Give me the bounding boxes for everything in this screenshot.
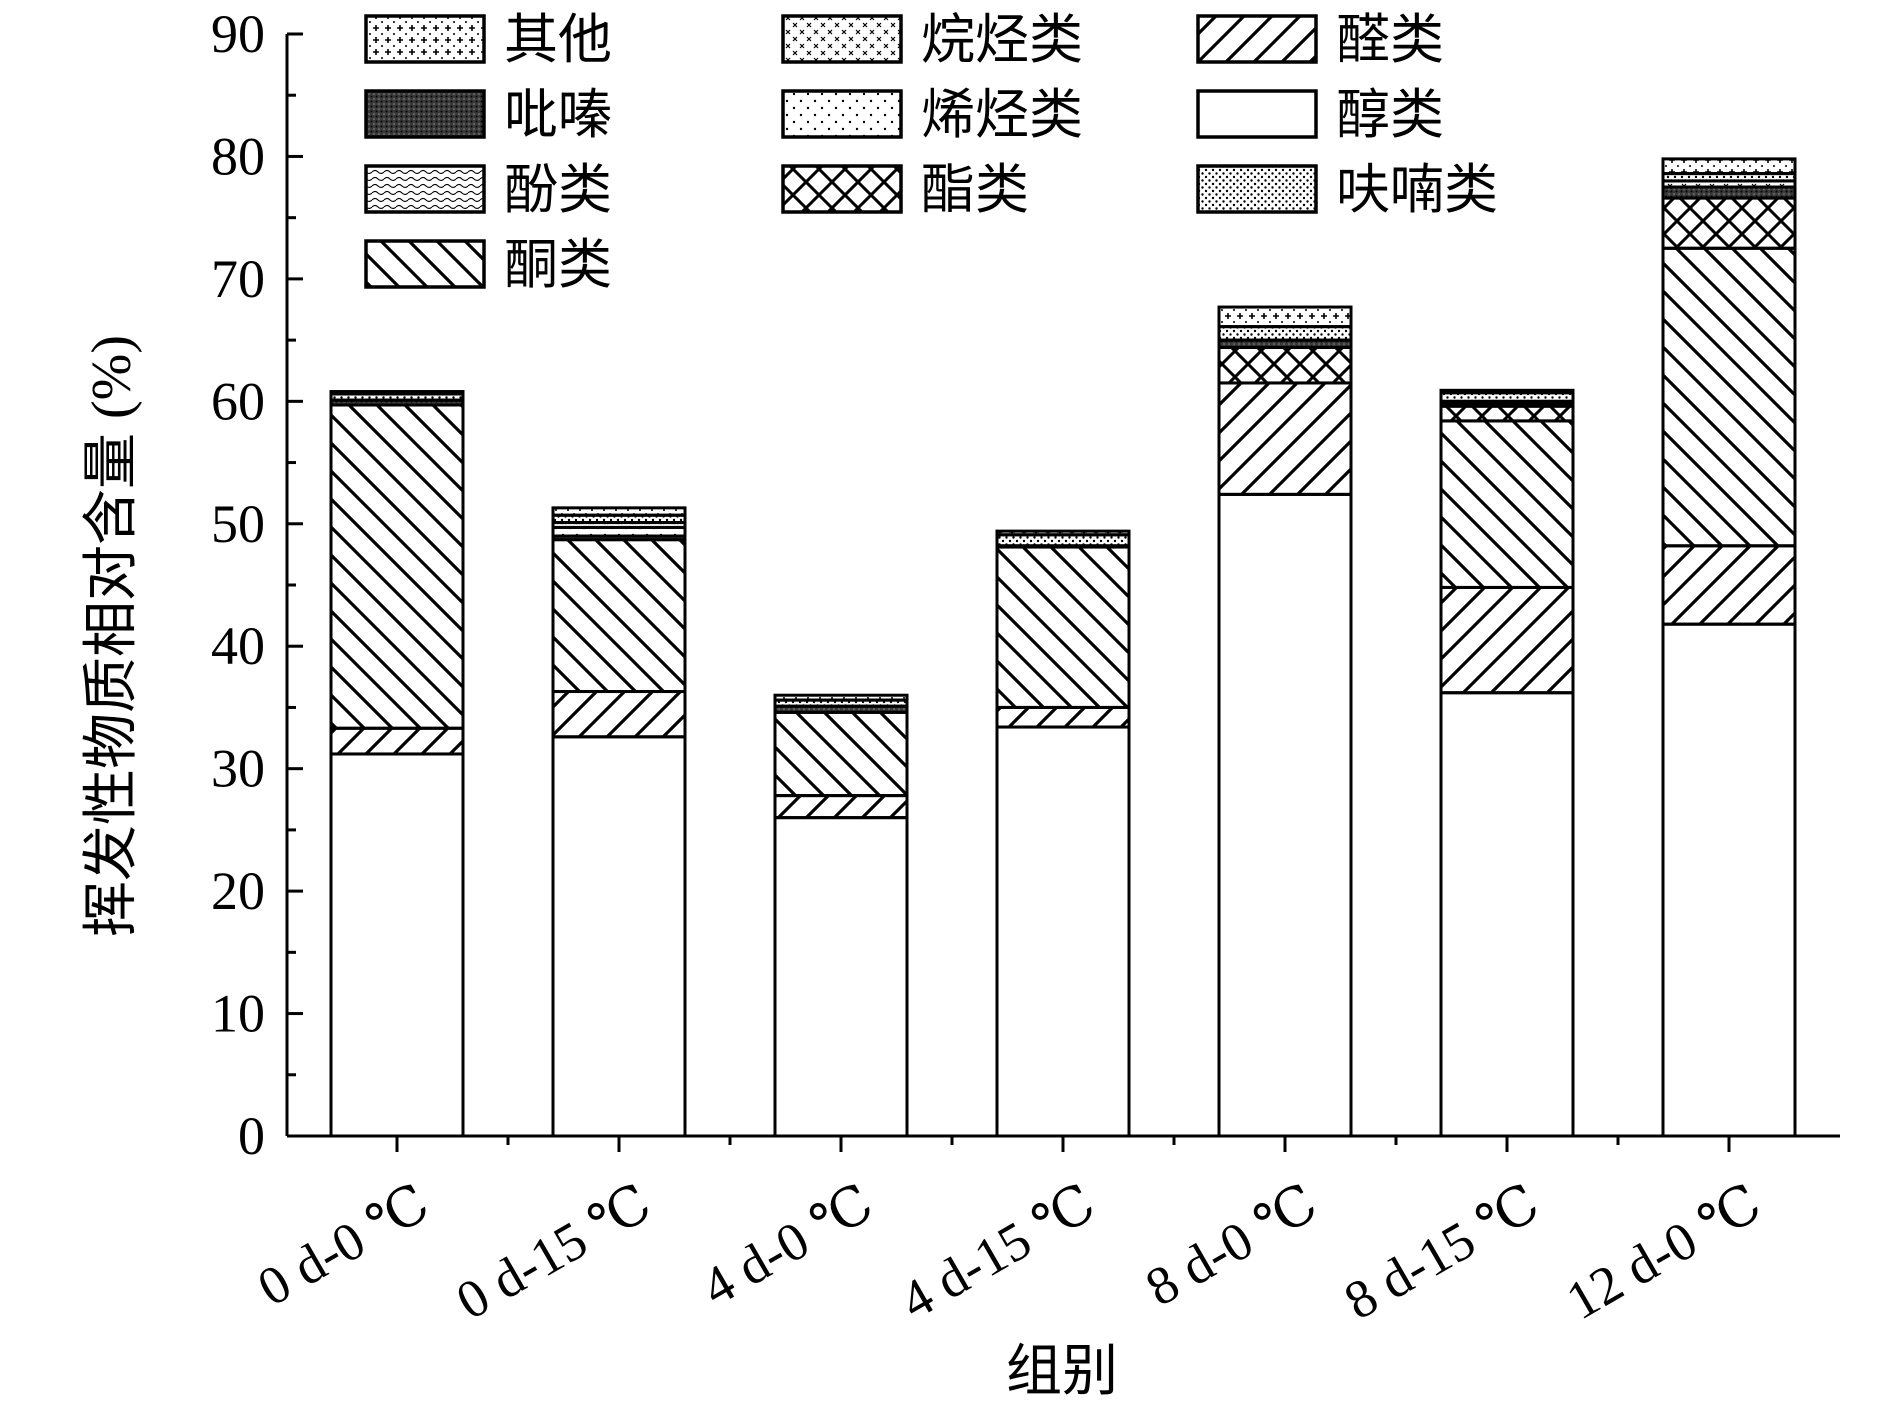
bar-segment	[1661, 544, 1797, 626]
y-tick-label: 0	[238, 1106, 265, 1166]
legend-label: 醇类	[1336, 85, 1444, 145]
bar-segment	[773, 710, 909, 798]
bar-segment	[995, 529, 1131, 537]
bars-layer	[329, 157, 1797, 1138]
bar-segment	[773, 693, 909, 702]
bar-segment	[1217, 305, 1353, 329]
bar-segment	[1661, 157, 1797, 176]
bar-segment	[995, 705, 1131, 729]
legend-label: 酯类	[921, 160, 1029, 220]
bar-segment	[329, 726, 465, 756]
bar-segment	[551, 506, 687, 517]
legend-swatch	[364, 14, 486, 64]
bar-segment	[1439, 388, 1575, 395]
y-tick-label: 60	[211, 371, 265, 431]
legend-label: 吡嗪	[504, 85, 612, 145]
legend-label: 酚类	[504, 160, 612, 220]
bar-segment	[329, 752, 465, 1138]
x-tick-label: 8 d-0 ℃	[1136, 1172, 1327, 1317]
bar-segment	[329, 390, 465, 396]
bar-segment	[1661, 246, 1797, 548]
bar-segment	[551, 538, 687, 694]
legend-swatch	[781, 164, 903, 214]
legend-swatch	[364, 239, 486, 289]
bar-segment	[773, 794, 909, 820]
bar-segment	[995, 533, 1131, 548]
bar-segment	[1661, 185, 1797, 200]
legend-label: 酮类	[504, 235, 612, 295]
x-tick-label: 0 d-15 ℃	[446, 1172, 661, 1331]
x-tick-label: 4 d-0 ℃	[692, 1172, 883, 1317]
bar-segment	[1217, 345, 1353, 385]
bar-segment	[329, 403, 465, 730]
bar-segment	[1217, 381, 1353, 496]
bar-segment	[1217, 325, 1353, 342]
legend-swatch	[1196, 14, 1318, 64]
legend-label: 呋喃类	[1336, 160, 1498, 220]
legend-swatch	[364, 89, 486, 139]
bar-segment	[551, 690, 687, 739]
bar-segment	[1439, 691, 1575, 1138]
y-tick-label: 50	[211, 494, 265, 554]
bar-segment	[1661, 196, 1797, 250]
bar-segment	[773, 816, 909, 1138]
legend-label: 烷烃类	[921, 10, 1083, 70]
x-tick-label: 0 d-0 ℃	[248, 1172, 439, 1317]
y-tick-label: 90	[211, 4, 265, 64]
bar-segment	[995, 545, 1131, 709]
x-tick-label: 4 d-15 ℃	[890, 1172, 1105, 1331]
bar-segment	[995, 725, 1131, 1138]
legend-swatch	[364, 164, 486, 214]
y-tick-label: 70	[211, 249, 265, 309]
x-axis-title: 组别	[1006, 1341, 1118, 1403]
legend-label: 其他	[504, 10, 612, 70]
x-tick-label: 8 d-15 ℃	[1334, 1172, 1549, 1331]
y-tick-label: 20	[211, 861, 265, 921]
bar-segment	[551, 735, 687, 1138]
y-axis-title: 挥发性物质相对含量 (%)	[81, 335, 143, 937]
legend-swatch	[781, 14, 903, 64]
bar-segment	[1439, 585, 1575, 695]
legend-swatch	[1196, 164, 1318, 214]
legend-swatch	[1196, 89, 1318, 139]
bar-segment	[1439, 404, 1575, 423]
bar-segment	[1217, 492, 1353, 1138]
bar-segment	[1661, 622, 1797, 1138]
bar-segment	[1439, 419, 1575, 589]
legend-swatch	[781, 89, 903, 139]
x-tick-label: 12 d-0 ℃	[1556, 1172, 1771, 1331]
y-tick-label: 10	[211, 984, 265, 1044]
y-tick-label: 40	[211, 616, 265, 676]
legend-label: 醛类	[1336, 10, 1444, 70]
y-tick-label: 30	[211, 739, 265, 799]
legend-label: 烯烃类	[921, 85, 1083, 145]
y-tick-label: 80	[211, 126, 265, 186]
